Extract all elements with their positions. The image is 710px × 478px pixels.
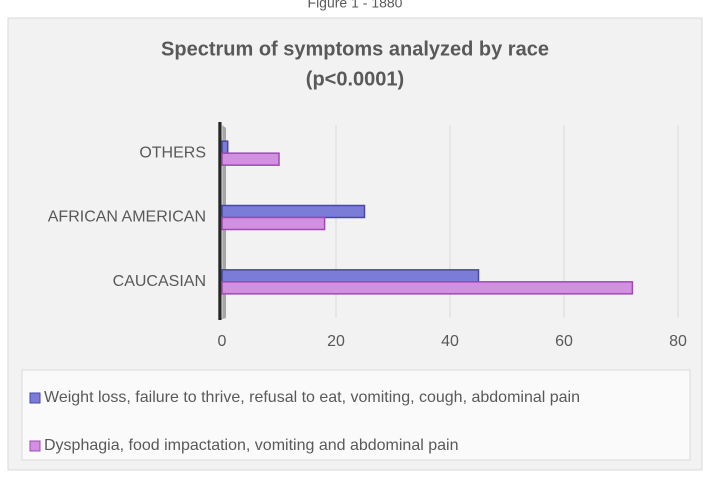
legend: [21, 369, 691, 461]
bar: [221, 204, 366, 219]
x-tick-label: 40: [441, 333, 459, 350]
x-tick-label: 80: [669, 333, 687, 350]
legend-label: Weight loss, failure to thrive, refusal …: [44, 389, 580, 406]
bar: [221, 269, 480, 283]
bar: [221, 140, 229, 154]
y-tick-label: CAUCASIAN: [113, 273, 206, 290]
legend-swatch: [29, 440, 41, 452]
x-tick-label: 20: [327, 333, 345, 350]
legend-label: Dysphagia, food impactation, vomiting an…: [44, 437, 458, 454]
legend-swatch: [29, 392, 41, 404]
bar: [221, 281, 634, 295]
chart-title: Spectrum of symptoms analyzed by race: [161, 38, 549, 60]
figure-caption: Figure 1 - 1880: [308, 0, 403, 11]
x-tick-label: 60: [555, 333, 573, 350]
y-tick-label: AFRICAN AMERICAN: [48, 209, 206, 226]
bar: [221, 216, 326, 231]
bar: [221, 152, 280, 166]
chart-subtitle: (p<0.0001): [306, 68, 404, 90]
x-tick-label: 0: [218, 333, 227, 350]
y-tick-label: OTHERS: [139, 144, 206, 161]
